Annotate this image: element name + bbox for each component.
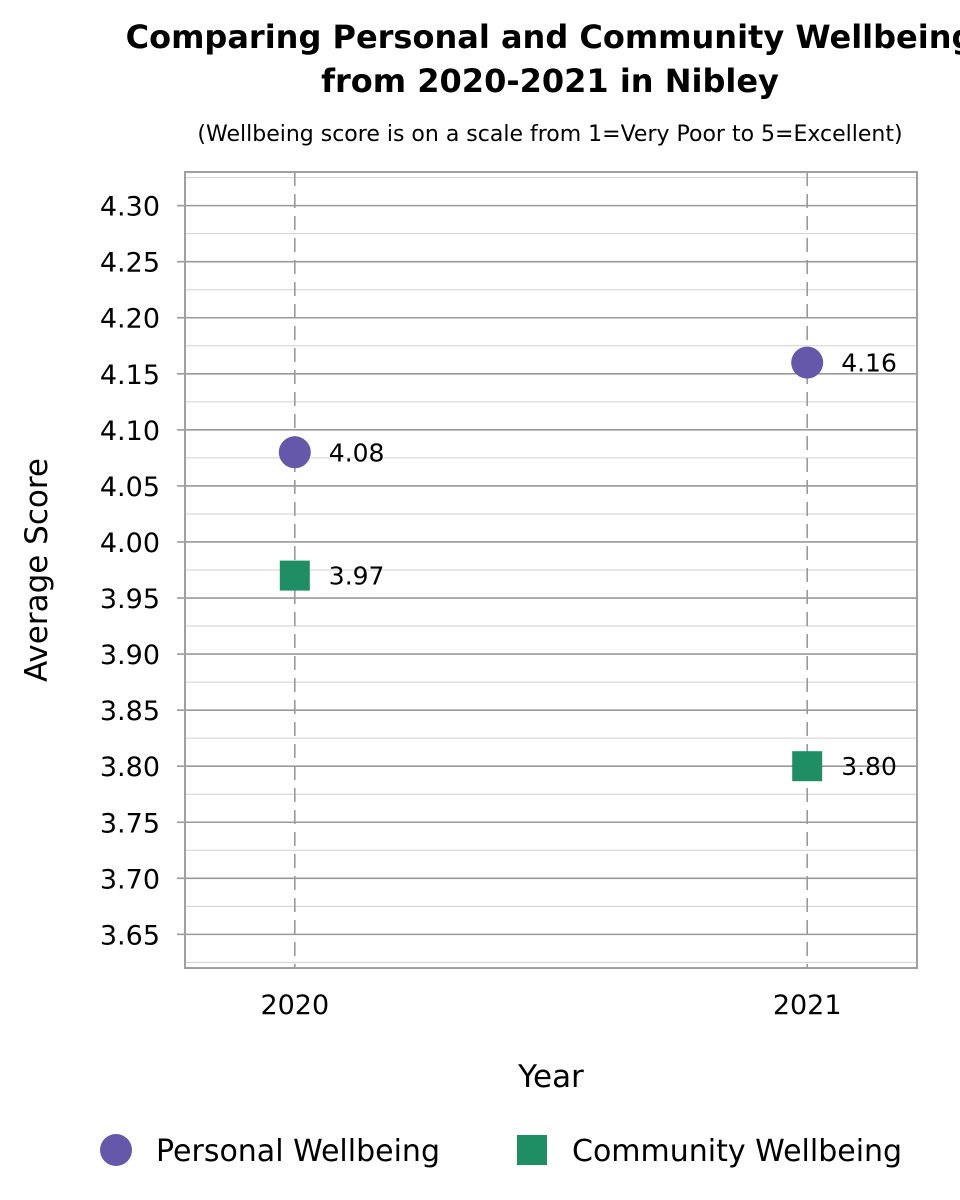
y-tick-label: 3.90: [100, 640, 160, 671]
y-tick-label: 4.00: [100, 528, 160, 559]
y-tick-label: 4.20: [100, 304, 160, 335]
y-axis-title: Average Score: [19, 458, 55, 682]
x-tick-label: 2020: [260, 990, 329, 1021]
y-tick-label: 3.80: [100, 752, 160, 783]
personal-wellbeing-point: [278, 436, 311, 469]
legend-square-marker: [517, 1135, 547, 1165]
legend: Personal Wellbeing Community Wellbeing: [100, 1134, 902, 1169]
legend-label: Personal Wellbeing: [156, 1134, 440, 1169]
chart-title: Comparing Personal and Community Wellbei…: [126, 18, 960, 56]
chart-subtitle: (Wellbeing score is on a scale from 1=Ve…: [197, 122, 902, 147]
data-label: 4.08: [329, 438, 385, 467]
chart-title-line-2: from 2020-2021 in Nibley: [321, 62, 779, 100]
y-tick-label: 3.75: [100, 808, 160, 839]
plot-area-border: [184, 171, 918, 969]
personal-wellbeing-point: [791, 346, 824, 379]
x-tick-label: 2021: [773, 990, 842, 1021]
data-label: 3.80: [841, 752, 897, 781]
y-tick-label: 3.85: [100, 696, 160, 727]
community-wellbeing-point: [279, 560, 310, 591]
community-wellbeing-point: [792, 751, 823, 782]
y-tick-label: 4.30: [100, 192, 160, 223]
y-tick-label: 4.05: [100, 472, 160, 503]
y-tick-label: 3.95: [100, 584, 160, 615]
data-points: 4.08 4.16 3.97 3.80: [278, 346, 897, 782]
y-tick-label: 4.10: [100, 416, 160, 447]
data-label: 4.16: [841, 349, 897, 378]
x-axis-tick-labels: 2020 2021: [260, 990, 841, 1021]
y-axis-tick-labels: 3.65 3.70 3.75 3.80 3.85 3.90 3.95 4.00 4.05 4.10…: [100, 192, 160, 952]
legend-circle-marker: [100, 1134, 132, 1166]
y-tick-label: 4.15: [100, 360, 160, 391]
data-label: 3.97: [329, 562, 385, 591]
x-axis-title: Year: [517, 1059, 584, 1095]
y-tick-label: 3.70: [100, 864, 160, 895]
legend-label: Community Wellbeing: [572, 1134, 902, 1169]
y-tick-label: 3.65: [100, 920, 160, 951]
y-tick-label: 4.25: [100, 248, 160, 279]
